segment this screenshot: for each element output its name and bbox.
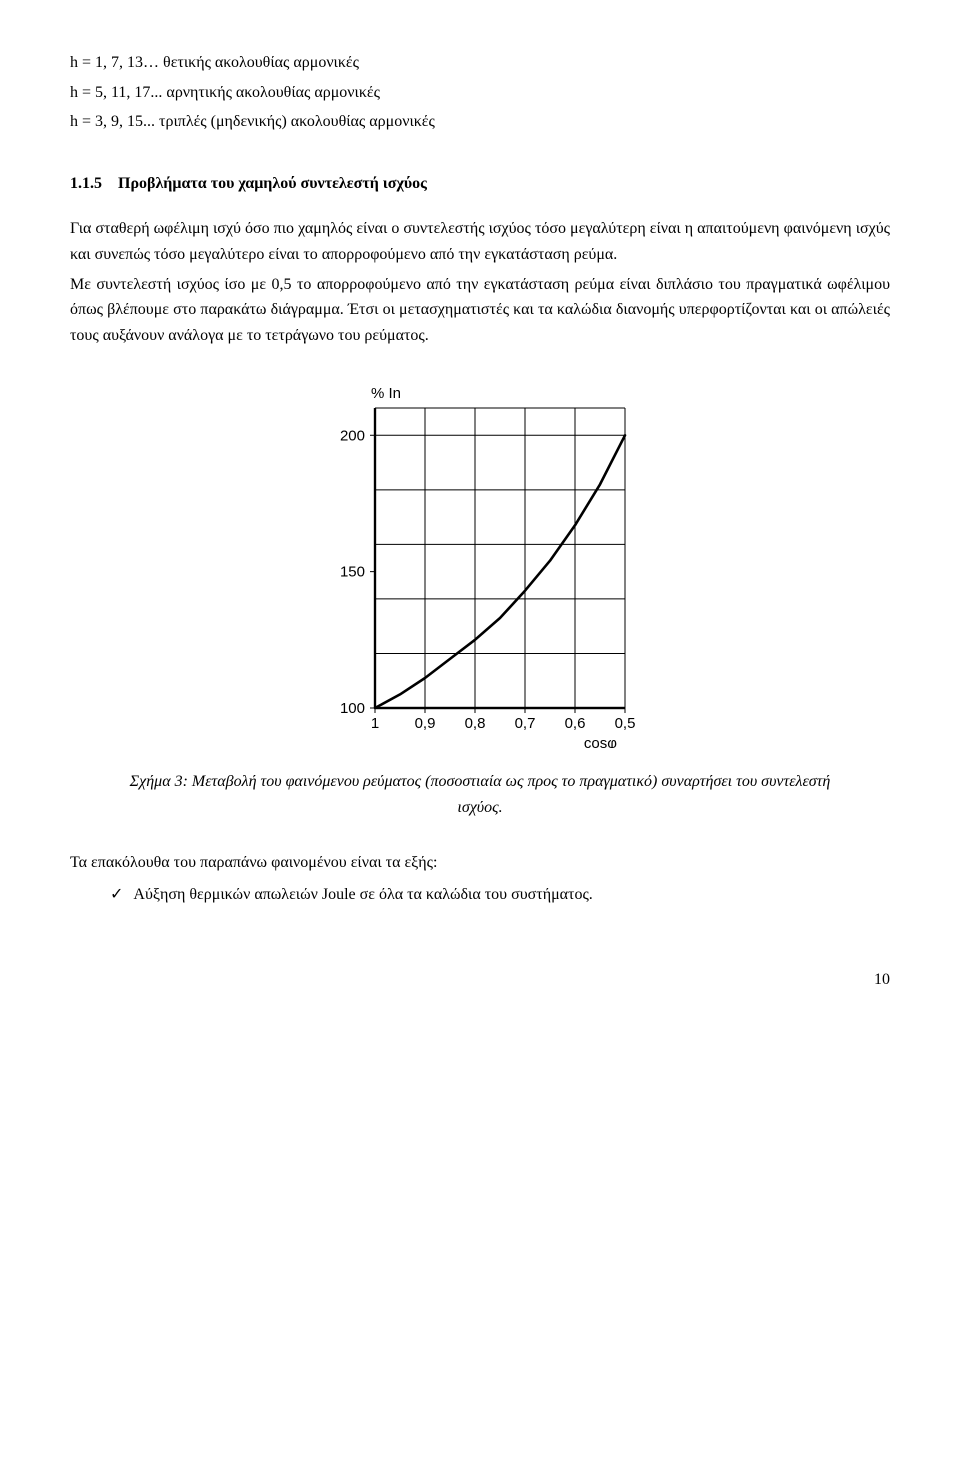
bullet-text-1: Αύξηση θερμικών απωλειών Joule σε όλα τα… <box>133 882 592 908</box>
harmonics-line-positive: h = 1, 7, 13… θετικής ακολουθίας αρμονικ… <box>70 50 890 76</box>
svg-text:cosφ: cosφ <box>584 735 617 748</box>
svg-text:0,7: 0,7 <box>515 715 536 732</box>
body-paragraph-2: Με συντελεστή ισχύος ίσο με 0,5 το απορρ… <box>70 272 890 349</box>
body-paragraph-1: Για σταθερή ωφέλιμη ισχύ όσο πιο χαμηλός… <box>70 216 890 267</box>
figure-3-container: 1 0,9 0,8 0,7 0,6 0,5 200 150 100 % In cosφ <box>70 378 890 757</box>
figure-3-caption: Σχήμα 3: Μεταβολή του φαινόμενου ρεύματο… <box>120 769 840 820</box>
svg-text:0,8: 0,8 <box>465 715 486 732</box>
svg-text:200: 200 <box>340 428 365 445</box>
svg-text:0,6: 0,6 <box>565 715 586 732</box>
svg-text:0,9: 0,9 <box>415 715 436 732</box>
bullet-item-1: ✓ Αύξηση θερμικών απωλειών Joule σε όλα … <box>110 882 890 908</box>
harmonics-line-zero: h = 3, 9, 15... τριπλές (μηδενικής) ακολ… <box>70 109 890 135</box>
harmonics-line-negative: h = 5, 11, 17... αρνητικής ακολουθίας αρ… <box>70 80 890 106</box>
section-number: 1.1.5 <box>70 175 102 192</box>
section-title: Προβλήματα του χαμηλού συντελεστή ισχύος <box>118 175 427 192</box>
svg-text:0,5: 0,5 <box>615 715 636 732</box>
svg-text:% In: % In <box>371 385 401 402</box>
consequences-lead-sentence: Τα επακόλουθα του παραπάνω φαινομένου εί… <box>70 850 890 876</box>
svg-text:150: 150 <box>340 564 365 581</box>
section-heading: 1.1.5 Προβλήματα του χαμηλού συντελεστή … <box>70 171 890 197</box>
figure-3-chart: 1 0,9 0,8 0,7 0,6 0,5 200 150 100 % In cosφ <box>315 378 645 748</box>
svg-text:1: 1 <box>371 715 379 732</box>
check-icon: ✓ <box>110 882 123 908</box>
svg-text:100: 100 <box>340 700 365 717</box>
page-number: 10 <box>70 967 890 993</box>
